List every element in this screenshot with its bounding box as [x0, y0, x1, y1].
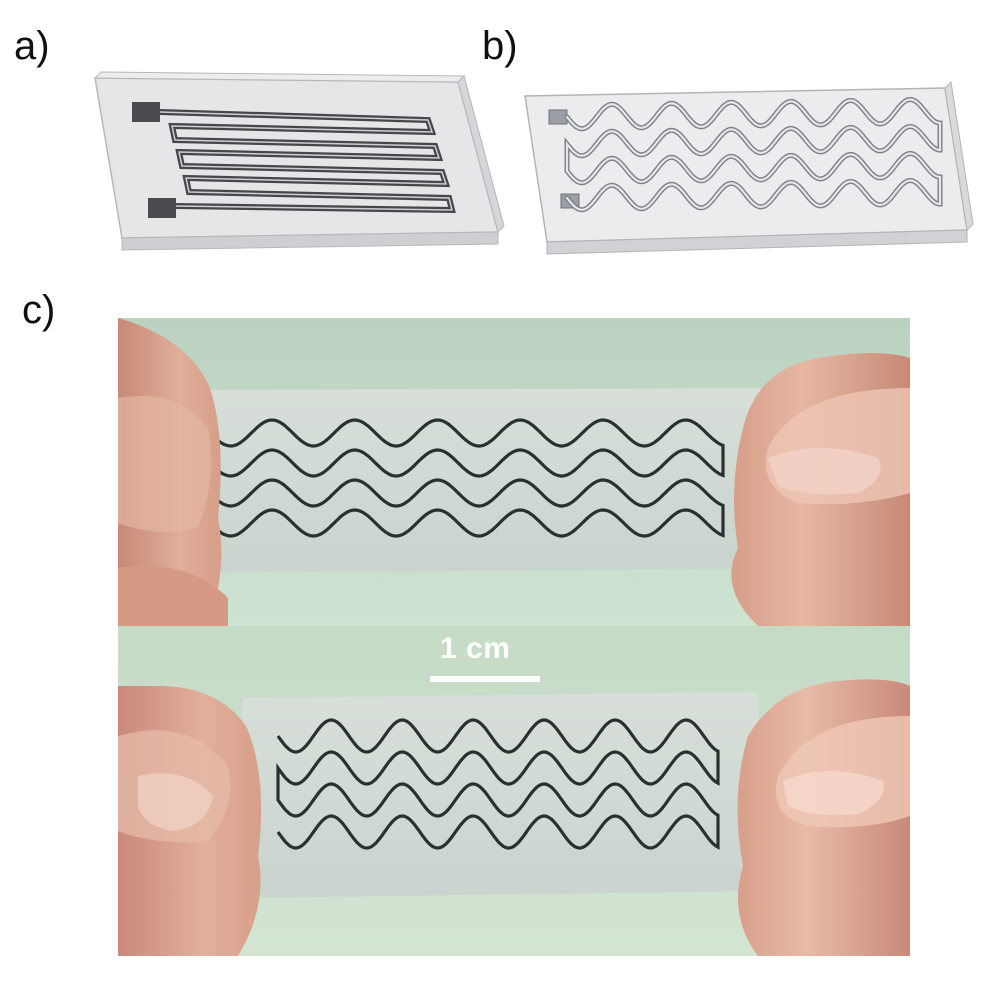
straight-meander-render [93, 71, 505, 251]
substrate-front [121, 231, 499, 251]
contact-pad-top [548, 109, 568, 125]
serpentine-trace [564, 96, 943, 213]
contact-pad-bottom [148, 198, 176, 218]
panel-label-a: a) [14, 24, 50, 68]
photo-relaxed-sensor [118, 318, 910, 626]
contact-pad-top [132, 102, 160, 122]
photo-stretched-sensor [118, 626, 910, 956]
printed-serpentine-trace [276, 718, 720, 850]
substrate-side [944, 80, 974, 232]
panel-label-b: b) [482, 24, 518, 68]
scale-bar-label: 1 cm [440, 632, 511, 665]
scale-bar [430, 676, 540, 682]
substrate-front [546, 229, 968, 255]
serpentine-render [524, 80, 974, 255]
serpentine-trace-core [565, 98, 942, 211]
panel-label-c: c) [22, 288, 56, 332]
